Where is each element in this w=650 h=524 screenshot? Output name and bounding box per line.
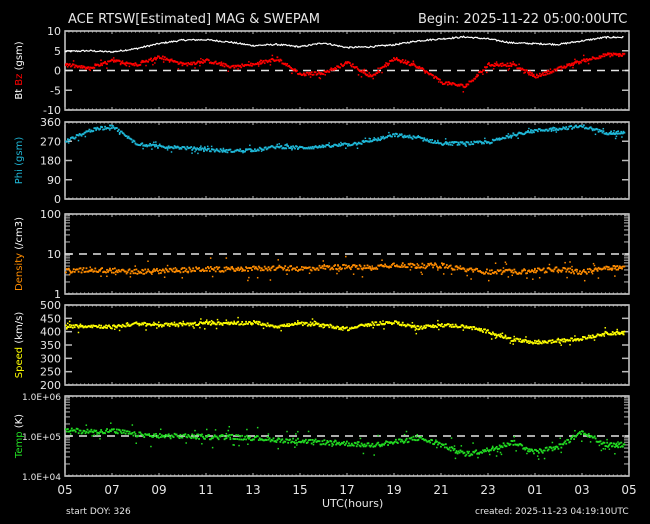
- y-tick-label: 200: [40, 379, 61, 392]
- y-tick-label: 400: [40, 326, 61, 339]
- x-tick-label: 23: [480, 483, 495, 497]
- y-tick-label: 250: [40, 366, 61, 379]
- y-tick-label: 1.0E+05: [22, 433, 61, 443]
- x-tick-label: 05: [57, 483, 72, 497]
- y-axis-label-speed: Speed (km/s): [14, 312, 25, 379]
- y-tick-label: 180: [40, 155, 61, 168]
- y-tick-label: 100: [40, 208, 61, 221]
- y-axis-label-temp: Temp (K): [14, 414, 25, 459]
- x-tick-label: 07: [104, 483, 119, 497]
- x-tick-label: 01: [527, 483, 542, 497]
- y-tick-label: 360: [40, 116, 61, 129]
- y-tick-label: 270: [40, 135, 61, 148]
- x-tick-label: 05: [621, 483, 636, 497]
- begin-timestamp: Begin: 2025-11-22 05:00:00UTC: [418, 12, 627, 27]
- y-tick-label: 10: [47, 248, 61, 261]
- y-tick-label: 1.0E+06: [22, 393, 61, 403]
- y-axis-label-mag: Bt Bz (gsm): [14, 41, 25, 99]
- y-tick-label: 500: [40, 299, 61, 312]
- y-tick-label: 90: [47, 174, 61, 187]
- chart-title: ACE RTSW[Estimated] MAG & SWEPAM: [68, 12, 320, 27]
- x-tick-label: 15: [292, 483, 307, 497]
- y-tick-label: 0: [54, 193, 61, 206]
- y-tick-label: 300: [40, 352, 61, 365]
- created-timestamp: created: 2025-11-23 04:19:10UTC: [475, 507, 629, 517]
- y-axis-label-density: Density (/cm3): [14, 217, 25, 291]
- x-tick-label: 11: [198, 483, 213, 497]
- x-axis-label: UTC(hours): [322, 497, 383, 510]
- y-tick-label: 350: [40, 339, 61, 352]
- y-axis-label-phi: Phi (gsm): [14, 137, 25, 185]
- y-tick-label: 1.0E+04: [22, 473, 61, 483]
- panel-frame-speed: [65, 305, 629, 385]
- x-tick-label: 13: [245, 483, 260, 497]
- y-tick-label: -5: [50, 84, 61, 97]
- start-doy: start DOY: 326: [66, 507, 131, 517]
- y-tick-label: 10: [47, 25, 61, 38]
- series-bt: [65, 36, 624, 52]
- x-tick-label: 09: [151, 483, 166, 497]
- x-tick-label: 17: [339, 483, 354, 497]
- panel-frame-phi: [65, 122, 629, 199]
- y-tick-label: 5: [54, 45, 61, 58]
- y-tick-label: 450: [40, 312, 61, 325]
- x-tick-label: 03: [574, 483, 589, 497]
- y-tick-label: 0: [54, 65, 61, 78]
- x-tick-label: 21: [433, 483, 448, 497]
- x-tick-label: 19: [386, 483, 401, 497]
